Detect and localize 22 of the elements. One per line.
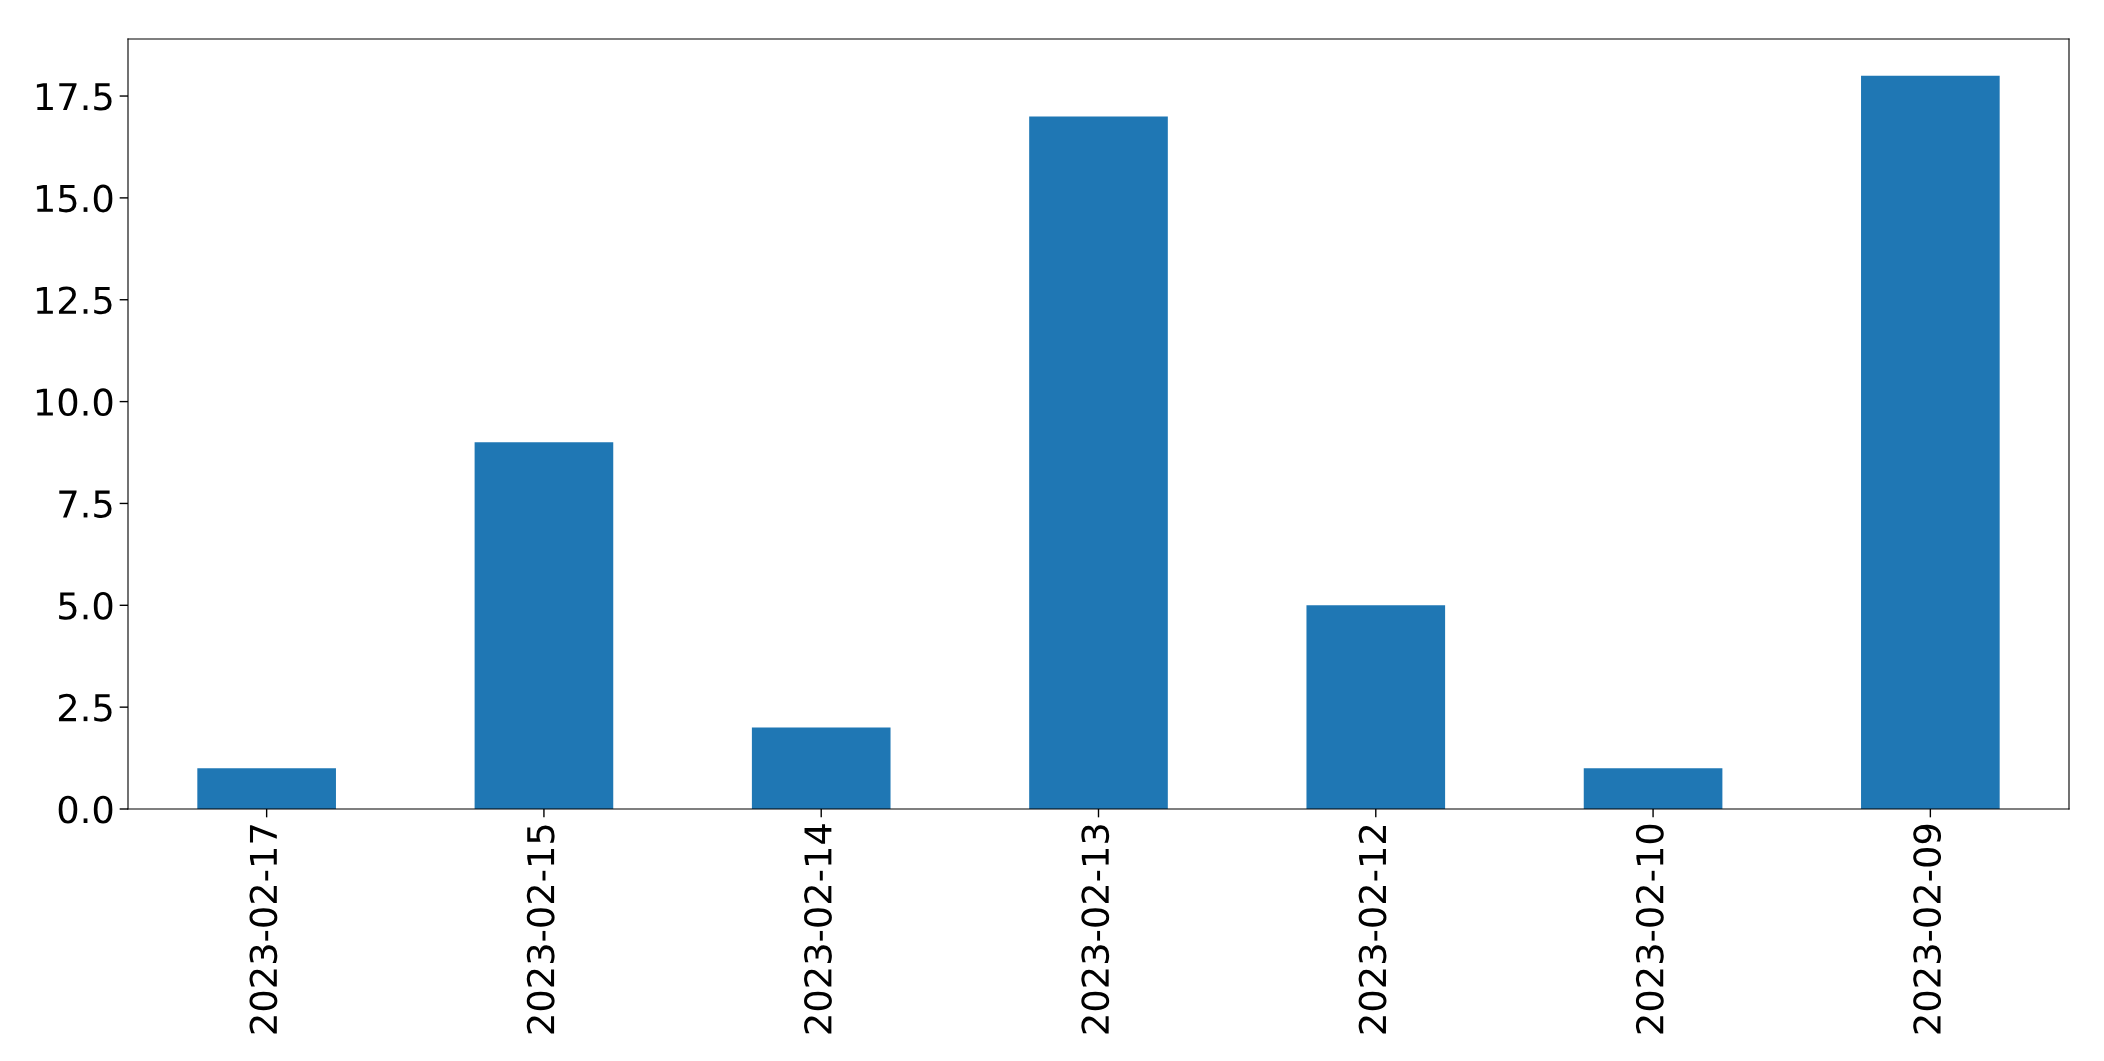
- y-tick-label: 0.0: [58, 795, 113, 824]
- bar: [1306, 605, 1446, 809]
- x-tick-label: 2023-02-14: [804, 824, 832, 1034]
- x-tick-label: 2023-02-10: [1635, 824, 1664, 1034]
- bar: [751, 727, 891, 809]
- bar: [1029, 116, 1168, 809]
- y-tick-label: 10.0: [36, 388, 113, 417]
- y-tick-label: 2.5: [58, 693, 112, 722]
- bar: [1583, 768, 1723, 809]
- y-tick-label: 17.5: [36, 83, 112, 111]
- y-tick-label: 5.0: [59, 591, 113, 620]
- bar: [197, 768, 336, 809]
- bar: [474, 442, 614, 809]
- x-tick-label: 2023-02-15: [526, 825, 555, 1034]
- x-tick-label: 2023-02-13: [1081, 825, 1110, 1034]
- y-tick-label: 12.5: [36, 286, 112, 315]
- x-tick-label: 2023-02-12: [1358, 825, 1387, 1034]
- y-tick-label: 15.0: [36, 184, 113, 213]
- x-tick-label: 2023-02-09: [1913, 824, 1942, 1034]
- y-tick-label: 7.5: [59, 490, 112, 518]
- x-tick-label: 2023-02-17: [249, 825, 278, 1034]
- bar: [1861, 75, 2000, 809]
